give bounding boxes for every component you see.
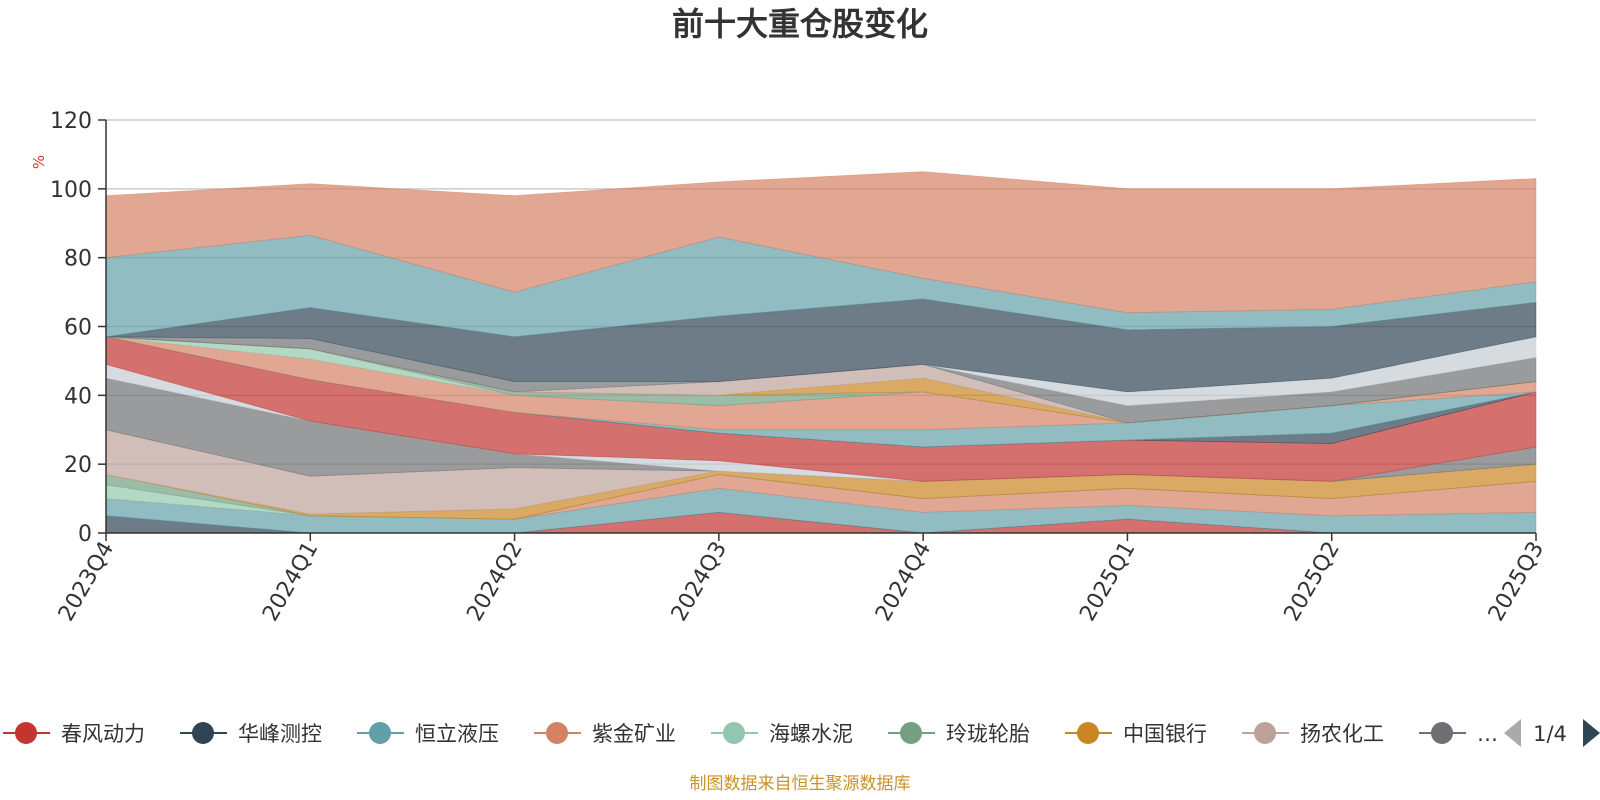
legend-label: 扬农化工 <box>1300 722 1384 746</box>
legend-item-华峰测控[interactable]: 华峰测控 <box>180 722 322 746</box>
x-tick-label: 2024Q4 <box>871 538 936 626</box>
legend-marker-icon <box>900 722 922 744</box>
stacked-area-series <box>105 171 1537 534</box>
legend-label: 春风动力 <box>61 722 145 746</box>
legend-item-恒立液压[interactable]: 恒立液压 <box>357 722 499 746</box>
legend[interactable]: 春风动力 华峰测控 恒立液压 紫金矿业 海螺水泥 玲珑轮胎 中国银行 扬农化工 … <box>3 722 1498 746</box>
area-series-其他 <box>105 171 1537 314</box>
legend-item-中国银行[interactable]: 中国银行 <box>1065 722 1207 746</box>
x-tick-label: 2024Q1 <box>258 538 323 626</box>
legend-label: 玲珑轮胎 <box>946 722 1030 746</box>
y-tick-label: 60 <box>64 316 92 341</box>
legend-prev-page-icon[interactable] <box>1504 719 1521 747</box>
legend-item-扬农化工[interactable]: 扬农化工 <box>1242 722 1384 746</box>
y-tick-label: 20 <box>64 453 92 478</box>
legend-item-紫金矿业[interactable]: 紫金矿业 <box>534 722 676 746</box>
legend-item-春风动力[interactable]: 春风动力 <box>3 722 145 746</box>
legend-label: 中国银行 <box>1123 722 1207 746</box>
x-tick-label: 2025Q3 <box>1484 538 1549 626</box>
legend-item-海螺水泥[interactable]: 海螺水泥 <box>711 722 853 746</box>
legend-item-玲珑轮胎[interactable]: 玲珑轮胎 <box>888 722 1030 746</box>
legend-marker-icon <box>723 722 745 744</box>
legend-marker-icon <box>1431 722 1453 744</box>
legend-page-indicator: 1/4 <box>1533 722 1567 746</box>
source-note: 制图数据来自恒生聚源数据库 <box>690 774 911 794</box>
legend-label: 紫金矿业 <box>592 722 676 746</box>
x-tick-label: 2024Q2 <box>462 538 527 626</box>
x-tick-label: 2023Q4 <box>54 538 119 626</box>
y-tick-label: 120 <box>50 109 92 134</box>
legend-label: … <box>1477 722 1498 746</box>
legend-label: 海螺水泥 <box>769 722 853 746</box>
legend-marker-icon <box>369 722 391 744</box>
legend-marker-icon <box>192 722 214 744</box>
legend-next-page-icon[interactable] <box>1583 719 1600 747</box>
chart-title: 前十大重仓股变化 <box>672 5 928 43</box>
y-tick-label: 100 <box>50 178 92 203</box>
legend-marker-icon <box>1254 722 1276 744</box>
x-tick-label: 2025Q2 <box>1280 538 1345 626</box>
x-tick-label: 2025Q1 <box>1075 538 1140 626</box>
y-tick-label: 80 <box>64 247 92 272</box>
legend-item-…[interactable]: … <box>1419 722 1498 746</box>
x-tick-label: 2024Q3 <box>667 538 732 626</box>
legend-pagination: 1/4 <box>1504 719 1600 747</box>
y-tick-label: 0 <box>78 522 92 547</box>
legend-marker-icon <box>15 722 37 744</box>
legend-marker-icon <box>546 722 568 744</box>
legend-label: 恒立液压 <box>415 722 499 746</box>
legend-label: 华峰测控 <box>238 722 322 746</box>
legend-marker-icon <box>1077 722 1099 744</box>
y-tick-label: 40 <box>64 384 92 409</box>
y-axis-unit-label: % <box>30 155 48 169</box>
